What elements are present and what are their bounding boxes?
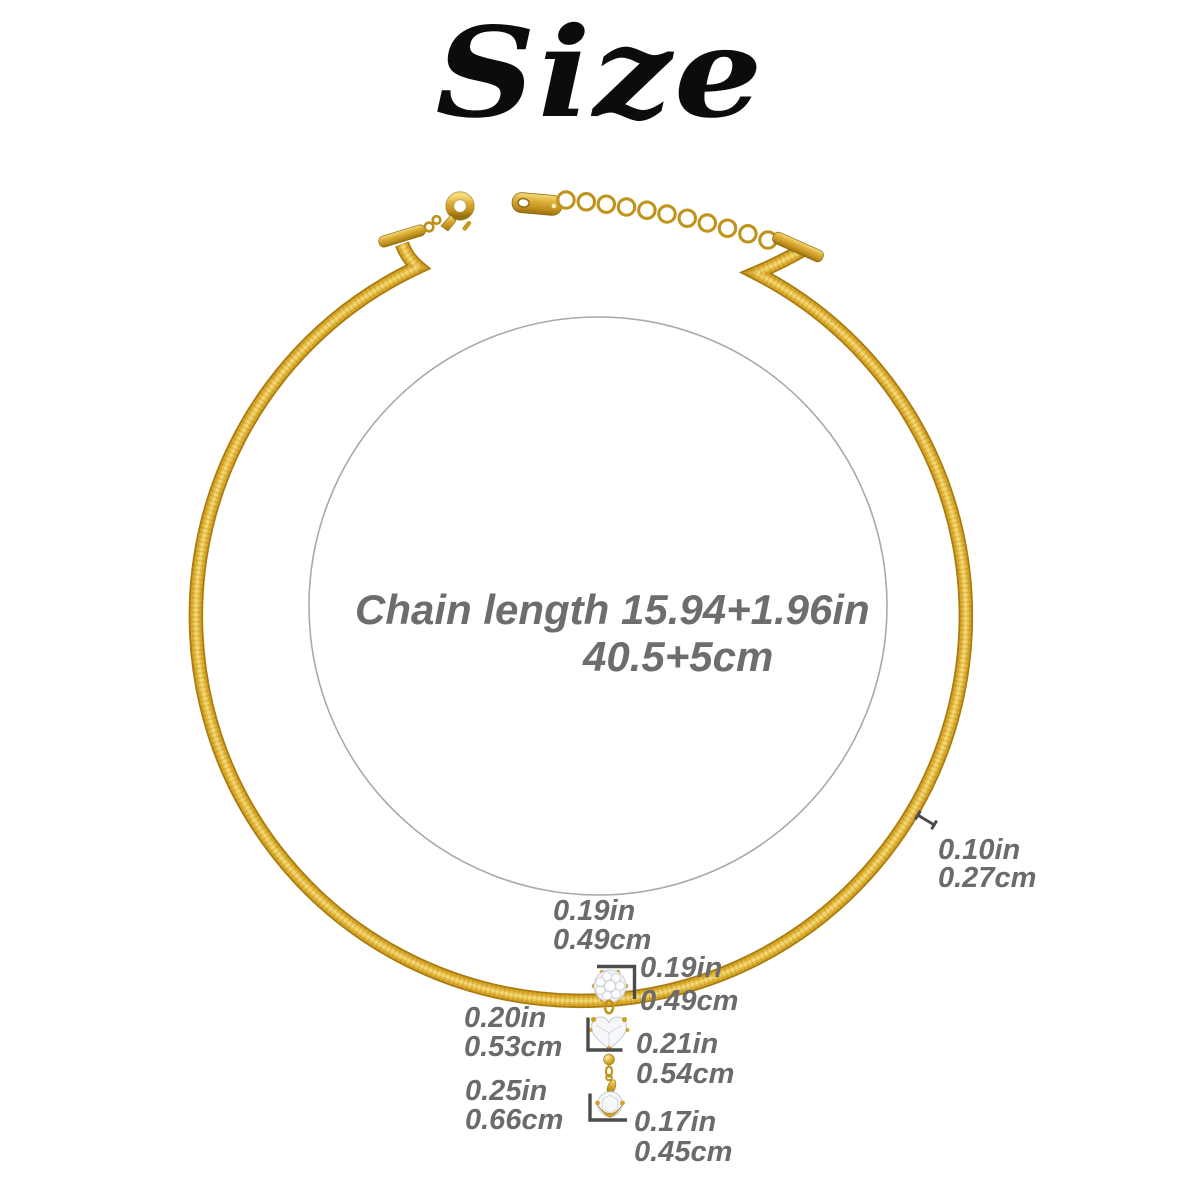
pendant	[588, 969, 630, 1118]
round-cz-stone	[591, 969, 629, 1003]
value-in: 0.19in	[640, 952, 723, 984]
value-cm: 0.53cm	[464, 1031, 563, 1063]
size-guide-circle	[308, 316, 888, 896]
value-cm: 0.45cm	[634, 1136, 733, 1168]
bracket-heart	[586, 1017, 623, 1052]
value-in: 0.21in	[636, 1028, 719, 1060]
clasp-tag	[511, 192, 563, 216]
connector-link	[604, 1065, 614, 1078]
value-in: 0.19in	[553, 895, 636, 927]
label-drop-width: 0.17in 0.45cm	[634, 1107, 732, 1167]
value-in: 0.20in	[464, 1002, 547, 1034]
figure8-link	[423, 214, 442, 233]
chain-length-cm: 40.5+5cm	[583, 633, 774, 680]
value-cm: 0.54cm	[636, 1058, 735, 1090]
heart-cz-stone	[588, 1016, 630, 1052]
extender-chain	[556, 190, 778, 250]
jump-ring	[603, 999, 615, 1015]
lobster-clasp	[440, 191, 475, 232]
measurement-marks	[586, 810, 939, 1122]
bracket-drop	[588, 1093, 627, 1122]
label-top-stone-height: 0.19in 0.49cm	[640, 952, 738, 1018]
drop-cz-stone	[595, 1091, 625, 1118]
label-heart-stone-width: 0.20in 0.53cm	[464, 1004, 562, 1062]
value-cm: 0.49cm	[553, 924, 652, 956]
chain-end-cap-right	[772, 231, 824, 263]
value-in: 0.10in	[938, 834, 1021, 866]
label-drop-height: 0.25in 0.66cm	[465, 1077, 563, 1135]
value-in: 0.25in	[465, 1075, 548, 1107]
chain-length-inches: Chain length 15.94+1.96in	[355, 586, 870, 633]
clasp-assembly	[378, 190, 824, 263]
value-cm: 0.49cm	[640, 985, 739, 1017]
label-heart-stone-height: 0.21in 0.54cm	[636, 1029, 734, 1089]
bracket-top-stone	[597, 964, 637, 999]
page-title: Size	[435, 1, 765, 146]
thickness-tick	[913, 810, 939, 830]
value-cm: 0.66cm	[465, 1104, 564, 1136]
label-chain-thickness: 0.10in 0.27cm	[938, 834, 1037, 894]
label-top-stone-width: 0.19in 0.49cm	[553, 897, 651, 955]
value-cm: 0.27cm	[938, 862, 1037, 894]
necklace-chain	[188, 241, 974, 1009]
chain-length-label: Chain length 15.94+1.96in 40.5+5cm	[355, 586, 870, 680]
gold-bead	[603, 1053, 615, 1066]
value-in: 0.17in	[634, 1106, 717, 1138]
